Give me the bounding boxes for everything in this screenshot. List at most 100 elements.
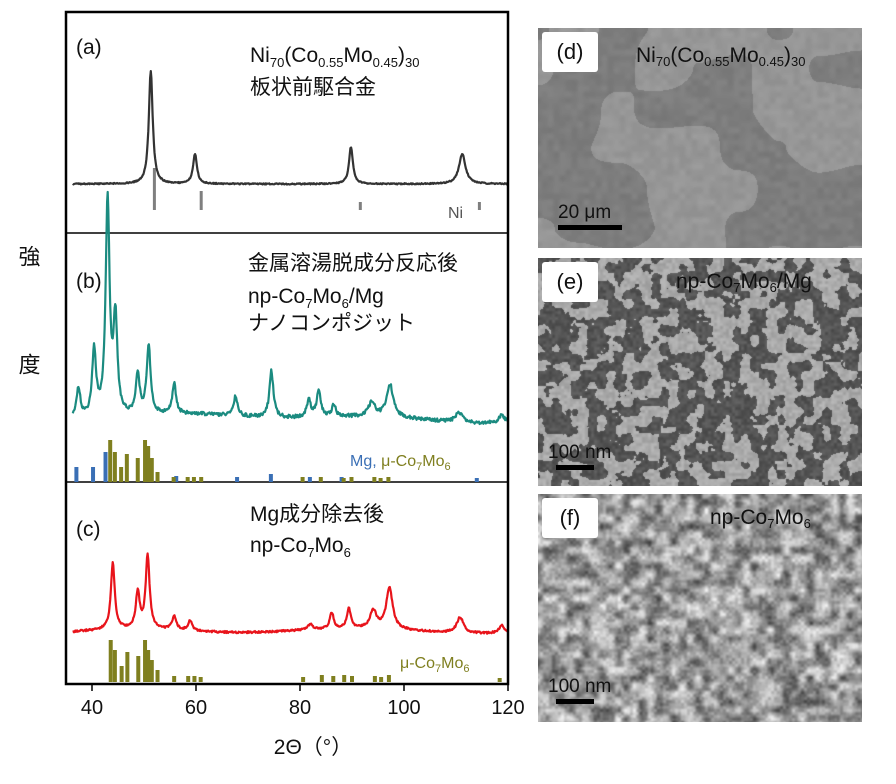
reference-line-co7mo6 — [125, 652, 130, 682]
scale-bar-f: 100 nm — [548, 676, 611, 704]
xrd-panel-c: (c) Mg成分除去後 np-Co7Mo6 μ-Co7Mo6 — [72, 503, 509, 682]
reference-line-co7mo6 — [108, 440, 113, 482]
reference-line-co7mo6 — [143, 640, 148, 682]
reference-line-mg — [103, 452, 108, 482]
sem-title-d: Ni70(Co0.55Mo0.45)30 — [636, 44, 806, 69]
reference-line-co7mo6 — [379, 677, 384, 682]
sem-panel-f: (f) np-Co7Mo6 100 nm — [538, 494, 862, 722]
scale-bar-label-d: 20 μm — [558, 202, 612, 223]
panel-letter: (c) — [76, 518, 101, 541]
sample-label-line: np-Co7Mo6/Mg — [248, 285, 384, 311]
reference-line-mg — [174, 476, 179, 482]
scale-bar-e: 100 nm — [548, 442, 611, 470]
reference-line-co7mo6 — [497, 678, 502, 682]
sample-label-line: np-Co7Mo6 — [250, 534, 351, 560]
xrd-pattern-c — [72, 552, 509, 635]
x-tick-label: 80 — [289, 697, 311, 719]
reference-line-ni — [477, 202, 481, 210]
reference-line-co7mo6 — [155, 472, 160, 482]
reference-legend: Mg, μ-Co7Mo6 — [350, 453, 451, 473]
reference-line-co7mo6 — [300, 477, 305, 482]
sample-label-line: Ni70(Co0.55Mo0.45)30 — [250, 44, 419, 70]
panel-letter-f: (f) — [542, 498, 598, 538]
x-tick-label: 60 — [185, 697, 207, 719]
x-tick-label: 100 — [387, 697, 420, 719]
panel-letter: (a) — [76, 36, 102, 59]
reference-line-co7mo6 — [108, 640, 113, 682]
xrd-chart: (a) Ni70(Co0.55Mo0.45)30 板状前駆合金 Ni (b) 金属溶湯脱成… — [16, 10, 525, 759]
reference-legend: μ-Co7Mo6 — [400, 655, 469, 675]
reference-line-co7mo6 — [331, 676, 336, 682]
sample-label-line: ナノコンポジット — [248, 312, 415, 335]
reference-line-co7mo6 — [318, 477, 323, 482]
sem-panel-d: (d) Ni70(Co0.55Mo0.45)30 20 μm — [538, 28, 862, 248]
xrd-pattern-a — [72, 70, 509, 186]
reference-line-co7mo6 — [112, 452, 117, 482]
reference-line-co7mo6 — [135, 458, 140, 482]
reference-line-co7mo6 — [186, 676, 191, 682]
reference-line-co7mo6 — [119, 467, 124, 482]
reference-line-co7mo6 — [342, 675, 347, 682]
scale-bar-line-d — [558, 225, 622, 230]
reference-line-co7mo6 — [301, 677, 306, 682]
reference-line-co7mo6 — [349, 477, 354, 482]
reference-line-mg — [339, 477, 344, 482]
scale-bar-label-e: 100 nm — [548, 442, 612, 463]
reference-line-mg — [91, 467, 96, 482]
reference-line-co7mo6 — [112, 650, 117, 682]
scale-bar-label-f: 100 nm — [548, 676, 612, 697]
xrd-panel-a: (a) Ni70(Co0.55Mo0.45)30 板状前駆合金 Ni — [66, 36, 509, 234]
panel-letter-d: (d) — [542, 32, 598, 72]
reference-line-co7mo6 — [319, 675, 324, 682]
x-axis-label: 2Θ（°） — [274, 736, 352, 759]
reference-line-co7mo6 — [172, 676, 177, 682]
reference-legend-ni: Ni — [448, 205, 463, 222]
reference-line-mg — [74, 467, 79, 482]
panel-letter: (b) — [76, 270, 102, 293]
reference-line-ni — [152, 168, 156, 210]
reference-line-co7mo6 — [119, 666, 124, 682]
reference-line-co7mo6 — [198, 677, 203, 682]
reference-line-co7mo6 — [146, 446, 151, 482]
x-tick-label: 120 — [491, 697, 524, 719]
reference-line-co7mo6 — [149, 458, 154, 482]
reference-line-co7mo6 — [192, 676, 197, 682]
scale-bar-line-e — [556, 465, 594, 470]
scale-bar-d: 20 μm — [558, 202, 622, 230]
reference-line-co7mo6 — [191, 477, 196, 482]
reference-line-co7mo6 — [378, 478, 383, 482]
sem-panel-e: (e) np-Co7Mo6/Mg 100 nm — [538, 258, 862, 486]
sample-label-line: 板状前駆合金 — [250, 76, 376, 99]
reference-line-co7mo6 — [155, 670, 160, 682]
reference-line-co7mo6 — [185, 477, 190, 482]
reference-line-co7mo6 — [341, 478, 346, 482]
reference-line-co7mo6 — [171, 477, 176, 482]
xrd-pattern-b — [71, 190, 509, 426]
sem-title-e: np-Co7Mo6/Mg — [676, 270, 812, 295]
reference-line-co7mo6 — [386, 675, 391, 682]
reference-line-co7mo6 — [149, 660, 154, 682]
sem-title-f: np-Co7Mo6 — [710, 506, 811, 531]
reference-line-mg — [268, 474, 273, 482]
reference-line-co7mo6 — [350, 676, 354, 682]
sample-label-line: 金属溶湯脱成分反応後 — [248, 252, 458, 275]
reference-line-co7mo6 — [124, 454, 129, 482]
x-axis: 40 60 80 100 120 — [81, 684, 525, 719]
reference-line-co7mo6 — [146, 650, 151, 682]
reference-line-co7mo6 — [372, 477, 377, 482]
reference-line-co7mo6 — [143, 440, 148, 482]
reference-line-mg — [474, 478, 479, 482]
reference-line-mg — [307, 477, 312, 482]
reference-line-mg — [235, 477, 240, 482]
reference-line-co7mo6 — [136, 656, 141, 682]
sample-label-line: Mg成分除去後 — [250, 503, 384, 526]
panel-letter-e: (e) — [542, 262, 598, 302]
reference-line-ni — [199, 191, 203, 210]
x-tick-label: 40 — [81, 697, 103, 719]
scale-bar-line-f — [556, 699, 594, 704]
reference-line-co7mo6 — [372, 676, 377, 682]
y-axis-label: 強 度 — [16, 245, 41, 415]
reference-line-ni — [358, 202, 362, 210]
reference-line-co7mo6 — [199, 477, 204, 482]
